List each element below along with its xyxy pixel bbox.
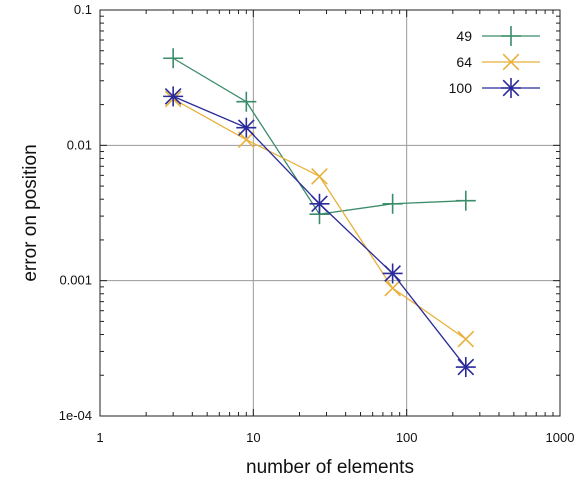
data-point: [163, 86, 184, 107]
data-point: [384, 279, 402, 297]
legend-marker: [502, 53, 520, 71]
x-tick-label: 100: [396, 430, 418, 445]
legend-entry: 64: [456, 53, 540, 71]
series-line: [172, 57, 466, 215]
marker-stroke: [384, 279, 402, 297]
data-point: [237, 131, 255, 149]
axis-ticks: 1 10 100 1000 1e-04 0.001 0.01 0.1: [59, 2, 575, 445]
data-point: [311, 167, 328, 185]
y-axis-label: error on position: [20, 144, 41, 281]
legend-entry: 49: [456, 26, 540, 46]
marker-stroke: [457, 358, 475, 376]
y-tick-label: 0.1: [74, 2, 92, 17]
legend: 49 64 100: [449, 26, 540, 98]
series-line: [172, 95, 467, 368]
x-tick-label: 1: [96, 430, 103, 445]
y-tick-label: 0.001: [59, 273, 92, 288]
marker-stroke: [237, 119, 255, 137]
data-point: [382, 263, 403, 284]
marker-stroke: [164, 88, 182, 105]
data-point: [309, 193, 330, 214]
y-tick-label: 1e-04: [59, 408, 92, 423]
data-point: [236, 117, 257, 138]
marker-stroke: [311, 167, 328, 185]
legend-marker: [501, 26, 521, 46]
data-point: [382, 193, 403, 214]
plot-area-frame: [99, 9, 561, 417]
data-point: [236, 91, 257, 112]
legend-label: 49: [456, 28, 472, 44]
data-point: [455, 190, 476, 211]
data-point: [163, 48, 184, 69]
x-axis-label: number of elements: [246, 457, 414, 478]
legend-marker: [501, 78, 521, 98]
marker-stroke: [237, 131, 255, 149]
grid-lines: [100, 10, 560, 416]
legend-entry: 100: [449, 78, 540, 98]
legend-label: 64: [456, 54, 472, 70]
y-tick-label: 0.01: [67, 137, 92, 152]
data-point: [455, 357, 476, 378]
marker-stroke: [384, 265, 402, 282]
marker-stroke: [502, 53, 520, 71]
data-point: [457, 330, 475, 348]
legend-label: 100: [449, 80, 473, 96]
marker-stroke: [502, 79, 520, 97]
x-tick-label: 1000: [546, 430, 575, 445]
marker-stroke: [457, 330, 475, 348]
series-group: [163, 48, 476, 378]
x-tick-label: 10: [246, 430, 260, 445]
series-100: [163, 86, 476, 378]
marker-stroke: [311, 195, 328, 213]
